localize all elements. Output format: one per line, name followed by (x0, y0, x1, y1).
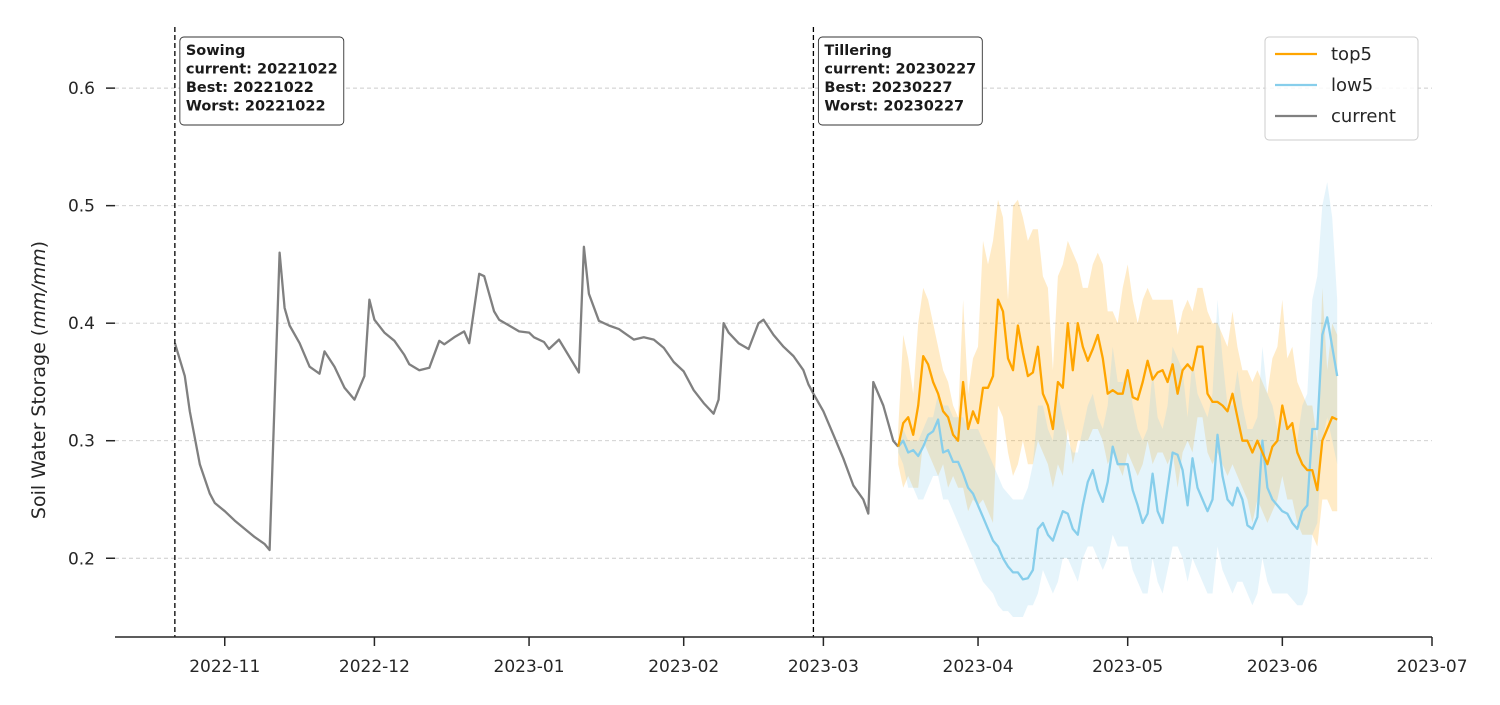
x-tick-label: 2023-04 (943, 657, 1014, 677)
series-lines (173, 245, 1339, 581)
x-tick-label: 2022-11 (189, 657, 260, 677)
event-annotation: Sowing current: 20221022 Best: 20221022 Wor… (179, 36, 345, 126)
annotation-line: current: 20221022 (186, 62, 338, 78)
y-axis-title-text: Soil Water Storage ( (28, 329, 50, 519)
event-annotation: Tillering current: 20230227 Best: 20230227… (817, 36, 983, 126)
annotation-line: Sowing (186, 43, 245, 59)
annotation-line: Best: 20230227 (824, 80, 952, 96)
y-tick-label: 0.5 (68, 197, 95, 217)
x-tick-label: 2023-01 (494, 657, 565, 677)
legend-label-top5: top5 (1331, 44, 1372, 65)
x-tick-label: 2022-12 (339, 657, 410, 677)
y-tick-label: 0.6 (68, 79, 95, 99)
y-tick-label: 0.2 (68, 549, 95, 569)
y-axis-title-close: ) (28, 241, 50, 248)
y-tick-label: 0.3 (68, 432, 95, 452)
top5-line (897, 298, 1338, 492)
legend-label-low5: low5 (1331, 75, 1373, 96)
current-line (173, 245, 900, 552)
axes: 0.2 0.3 0.4 0.5 0.6 2022-11 2022-12 2023-01 2023… (68, 79, 1468, 677)
legend-label-current: current (1331, 106, 1396, 127)
x-tick-label: 2023-03 (788, 657, 859, 677)
x-tick-label: 2023-06 (1247, 657, 1318, 677)
annotation-line: Worst: 20221022 (186, 99, 326, 115)
y-axis-title: Soil Water Storage (mm/mm) (28, 241, 50, 519)
annotation-box (817, 36, 983, 126)
annotation-line: current: 20230227 (824, 62, 976, 78)
x-tick-label: 2023-05 (1092, 657, 1163, 677)
x-tick-label: 2023-07 (1396, 657, 1467, 677)
annotation-box (179, 36, 345, 126)
y-gridlines (115, 87, 1432, 559)
legend-box (1264, 36, 1419, 141)
y-tick-label: 0.4 (68, 314, 95, 334)
growth-stage-events: Sowing current: 20221022 Best: 20221022 Wor… (174, 27, 983, 637)
top5-band (898, 199, 1338, 547)
legend: top5 low5 current (1264, 36, 1419, 141)
annotation-line: Tillering (824, 43, 891, 59)
low5-band (898, 182, 1338, 617)
y-axis-title-unit: mm/mm (28, 248, 50, 328)
confidence-bands (898, 182, 1338, 617)
x-tick-label: 2023-02 (648, 657, 719, 677)
annotation-line: Best: 20221022 (186, 80, 314, 96)
annotation-line: Worst: 20230227 (824, 99, 964, 115)
